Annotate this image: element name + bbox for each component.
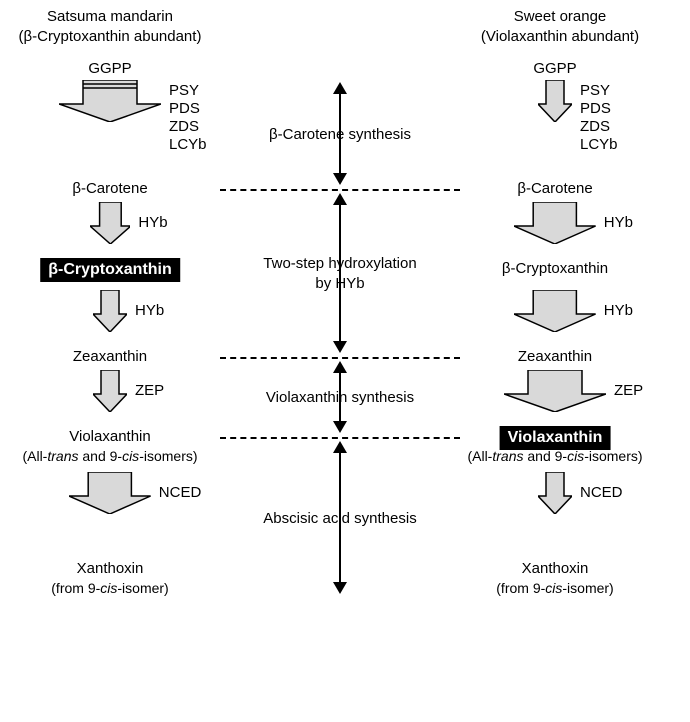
label: HYb bbox=[135, 302, 164, 319]
label: Zeaxanthin bbox=[518, 348, 592, 365]
label: Xanthoxin bbox=[522, 560, 589, 577]
label: (from 9-cis-isomer) bbox=[51, 580, 168, 596]
label: by HYb bbox=[315, 275, 364, 292]
label: LCYb bbox=[580, 136, 618, 153]
label: Satsuma mandarin bbox=[47, 8, 173, 25]
label: (from 9-cis-isomer) bbox=[496, 580, 613, 596]
label: ZEP bbox=[614, 382, 643, 399]
label: (All-trans and 9-cis-isomers) bbox=[467, 448, 642, 464]
label: Xanthoxin bbox=[77, 560, 144, 577]
label: β-Carotene bbox=[72, 180, 147, 197]
flux-arrow bbox=[504, 370, 606, 412]
flux-arrow bbox=[69, 472, 151, 514]
flux-arrow bbox=[538, 472, 572, 514]
label: HYb bbox=[604, 214, 633, 231]
section-divider bbox=[220, 357, 460, 359]
flux-arrow bbox=[514, 202, 596, 244]
label: PDS bbox=[169, 100, 200, 117]
label: ZDS bbox=[580, 118, 610, 135]
flux-arrow bbox=[90, 202, 131, 244]
label: GGPP bbox=[533, 60, 576, 77]
label: β-Carotene synthesis bbox=[269, 126, 411, 143]
flux-arrow bbox=[93, 290, 127, 332]
label: Zeaxanthin bbox=[73, 348, 147, 365]
flux-arrow bbox=[538, 80, 572, 122]
label: HYb bbox=[604, 302, 633, 319]
label: Violaxanthin synthesis bbox=[266, 389, 414, 406]
label: (β-Cryptoxanthin abundant) bbox=[19, 28, 202, 45]
section-divider bbox=[220, 189, 460, 191]
label: Abscisic acid synthesis bbox=[263, 510, 416, 527]
label: (All-trans and 9-cis-isomers) bbox=[22, 448, 197, 464]
label: PSY bbox=[169, 82, 199, 99]
section-divider bbox=[220, 437, 460, 439]
flux-arrow bbox=[59, 80, 161, 122]
highlight-box: β-Cryptoxanthin bbox=[40, 258, 180, 282]
label: Sweet orange bbox=[514, 8, 607, 25]
label: Violaxanthin bbox=[69, 428, 150, 445]
label: β-Carotene bbox=[517, 180, 592, 197]
flux-arrow bbox=[514, 290, 596, 332]
label: LCYb bbox=[169, 136, 207, 153]
label: NCED bbox=[580, 484, 623, 501]
section-range-arrow bbox=[330, 193, 350, 353]
label: (Violaxanthin abundant) bbox=[481, 28, 639, 45]
label: HYb bbox=[138, 214, 167, 231]
label: NCED bbox=[159, 484, 202, 501]
flux-arrow bbox=[93, 370, 127, 412]
label: Two-step hydroxylation bbox=[263, 255, 416, 272]
label: ZDS bbox=[169, 118, 199, 135]
label: PDS bbox=[580, 100, 611, 117]
diagram-canvas: Satsuma mandarin (β-Cryptoxanthin abundan… bbox=[0, 0, 690, 722]
label: β-Cryptoxanthin bbox=[502, 260, 608, 277]
highlight-box: Violaxanthin bbox=[500, 426, 611, 450]
label: PSY bbox=[580, 82, 610, 99]
label: GGPP bbox=[88, 60, 131, 77]
label: ZEP bbox=[135, 382, 164, 399]
